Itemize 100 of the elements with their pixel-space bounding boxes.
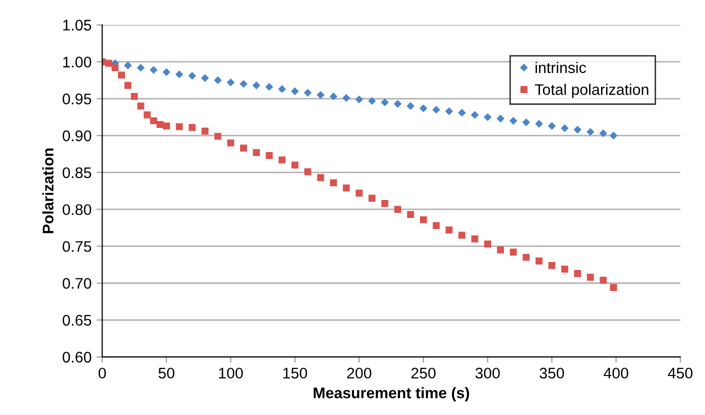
point <box>162 122 170 130</box>
y-tick-label: 0.75 <box>62 241 92 252</box>
point <box>535 120 543 128</box>
point <box>316 91 324 99</box>
point <box>420 104 428 112</box>
point <box>144 111 151 118</box>
point <box>445 107 453 116</box>
point <box>368 194 376 202</box>
point <box>162 68 170 76</box>
y-axis-title: Polarization <box>42 148 54 234</box>
point <box>599 130 608 138</box>
point <box>291 162 298 169</box>
y-tick-label: 0.85 <box>62 167 92 178</box>
point <box>342 184 350 192</box>
point <box>150 117 158 124</box>
x-tick-label: 350 <box>540 368 564 379</box>
point <box>214 76 222 84</box>
y-tick-label: 0.70 <box>62 278 92 289</box>
point <box>136 64 145 72</box>
point <box>586 274 594 281</box>
point <box>124 82 132 89</box>
point <box>510 117 518 125</box>
point <box>330 179 337 186</box>
point <box>112 64 119 72</box>
x-tick-label: 0 <box>98 368 106 379</box>
point <box>252 82 260 90</box>
point <box>342 94 350 102</box>
legend-label: intrinsic <box>536 62 586 74</box>
x-tick-label: 50 <box>158 368 174 379</box>
point <box>381 200 388 207</box>
point <box>484 240 492 248</box>
point <box>278 85 286 93</box>
point <box>548 122 556 130</box>
point <box>105 60 112 67</box>
point <box>214 132 222 140</box>
point <box>252 149 260 156</box>
point <box>420 216 427 224</box>
point <box>522 118 530 126</box>
point <box>188 72 196 80</box>
point <box>156 121 164 128</box>
point <box>522 254 530 261</box>
point <box>406 102 414 110</box>
point <box>484 113 492 121</box>
point <box>394 100 402 108</box>
point <box>446 226 453 234</box>
point <box>240 80 248 88</box>
point <box>458 232 466 239</box>
point <box>600 276 607 284</box>
point <box>470 111 479 119</box>
point <box>265 83 274 91</box>
point <box>407 211 414 218</box>
point <box>574 126 582 134</box>
point <box>137 102 144 110</box>
point <box>458 108 466 116</box>
y-tick-label: 0.80 <box>62 204 92 216</box>
point <box>227 139 234 146</box>
y-tick-label: 0.65 <box>62 314 92 326</box>
point <box>432 106 440 114</box>
point <box>574 270 582 278</box>
point <box>266 152 273 159</box>
point <box>610 284 617 292</box>
point <box>317 174 324 182</box>
y-tick-label: 0.90 <box>62 130 92 142</box>
point <box>561 266 568 273</box>
x-tick-label: 200 <box>347 368 372 379</box>
point <box>226 78 234 86</box>
point <box>394 206 402 213</box>
y-tick-label: 1.05 <box>63 20 92 31</box>
legend-label: Total polarization <box>534 84 648 98</box>
point <box>496 246 504 254</box>
point <box>368 97 376 105</box>
point <box>176 70 184 78</box>
point <box>432 222 440 230</box>
point <box>130 92 138 100</box>
point <box>176 123 183 130</box>
y-tick-label: 1.00 <box>63 56 92 68</box>
point <box>304 88 312 97</box>
point <box>471 235 478 242</box>
point <box>201 74 209 82</box>
point <box>188 124 196 131</box>
point <box>278 156 286 164</box>
point <box>536 258 542 264</box>
point <box>548 262 556 269</box>
point <box>355 96 363 104</box>
x-tick-label: 150 <box>283 368 308 379</box>
x-tick-label: 250 <box>411 368 436 379</box>
x-tick-label: 400 <box>604 368 628 379</box>
point <box>510 248 517 256</box>
point <box>610 132 618 140</box>
x-tick-label: 300 <box>475 368 500 379</box>
point <box>560 124 568 132</box>
point <box>150 66 158 74</box>
point <box>356 190 363 197</box>
point <box>586 128 594 136</box>
x-axis-title: Measurement time (s) <box>314 387 470 402</box>
point <box>496 114 504 122</box>
point <box>118 72 125 79</box>
point <box>291 88 299 96</box>
point <box>330 92 338 100</box>
y-tick-label: 0.60 <box>62 352 92 363</box>
